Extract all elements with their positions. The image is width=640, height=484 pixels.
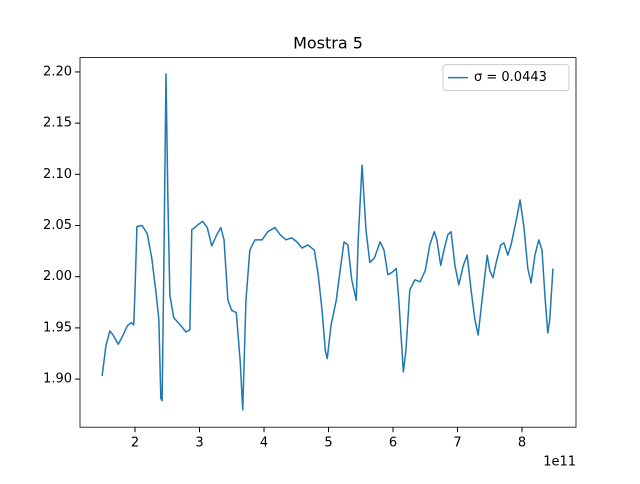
y-tick-label: 2.05 xyxy=(43,218,72,233)
legend-label: σ = 0.0443 xyxy=(474,70,547,85)
y-tick-label: 2.20 xyxy=(43,64,72,79)
y-tick-label: 1.95 xyxy=(43,320,72,335)
x-tick-label: 7 xyxy=(453,436,461,451)
y-tick-label: 2.10 xyxy=(43,167,72,182)
x-tick-label: 5 xyxy=(324,436,332,451)
line xyxy=(101,73,554,411)
x-offset-label: 1e11 xyxy=(543,455,576,470)
y-tick-label: 2.00 xyxy=(43,269,72,284)
x-tick-label: 3 xyxy=(195,436,203,451)
legend-box xyxy=(442,64,570,92)
x-tick-label: 6 xyxy=(389,436,397,451)
chart-title: Mostra 5 xyxy=(293,34,363,53)
y-tick-label: 1.90 xyxy=(43,372,72,387)
plot-frame xyxy=(79,57,577,428)
x-tick-label: 8 xyxy=(518,436,526,451)
x-tick-label: 2 xyxy=(131,436,139,451)
y-tick-label: 2.15 xyxy=(43,116,72,131)
x-tick-label: 4 xyxy=(260,436,268,451)
